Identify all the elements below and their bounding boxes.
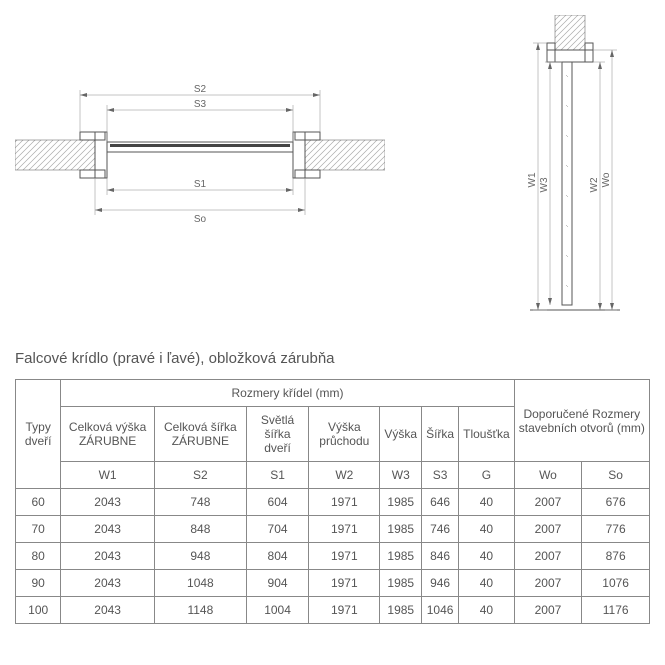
dim-w3: W3 xyxy=(539,177,550,192)
header-group-right: Doporučené Rozmery stavebních otvorů (mm… xyxy=(514,380,649,462)
table-cell: 2043 xyxy=(61,570,155,597)
table-row: 70204384870419711985746402007776 xyxy=(16,516,650,543)
dim-w1: W1 xyxy=(527,172,538,187)
table-cell: 1176 xyxy=(582,597,650,624)
table-cell: 1148 xyxy=(154,597,246,624)
table-cell: 40 xyxy=(459,543,515,570)
table-cell: 40 xyxy=(459,597,515,624)
table-cell: 80 xyxy=(16,543,61,570)
col-code: Wo xyxy=(514,462,582,489)
table-cell: 1004 xyxy=(246,597,308,624)
table-cell: 70 xyxy=(16,516,61,543)
table-cell: 1985 xyxy=(380,489,422,516)
table-cell: 948 xyxy=(154,543,246,570)
table-cell: 946 xyxy=(422,570,459,597)
dim-s3: S3 xyxy=(194,99,207,110)
dim-s2: S2 xyxy=(194,84,207,95)
table-cell: 1971 xyxy=(309,597,380,624)
table-cell: 2043 xyxy=(61,543,155,570)
table-cell: 848 xyxy=(154,516,246,543)
col-header: Šířka xyxy=(422,407,459,462)
table-cell: 1971 xyxy=(309,543,380,570)
col-type: Typy dveří xyxy=(16,380,61,489)
table-cell: 2007 xyxy=(514,516,582,543)
table-cell: 2007 xyxy=(514,570,582,597)
table-row: 80204394880419711985846402007876 xyxy=(16,543,650,570)
table-cell: 646 xyxy=(422,489,459,516)
table-cell: 1985 xyxy=(380,516,422,543)
table-cell: 1985 xyxy=(380,543,422,570)
table-cell: 1985 xyxy=(380,570,422,597)
col-header: Světlá šířka dveří xyxy=(246,407,308,462)
table-cell: 1048 xyxy=(154,570,246,597)
col-header: Celková šířka ZÁRUBNE xyxy=(154,407,246,462)
table-cell: 2043 xyxy=(61,489,155,516)
side-section-diagram: W1 W3 W2 Wo xyxy=(500,15,650,325)
table-row: 1002043114810041971198510464020071176 xyxy=(16,597,650,624)
table-cell: 604 xyxy=(246,489,308,516)
dimensions-table: Typy dveří Rozmery křídel (mm) Doporučen… xyxy=(15,379,650,624)
col-header: Celková výška ZÁRUBNE xyxy=(61,407,155,462)
dim-s1: S1 xyxy=(194,179,207,190)
col-code: So xyxy=(582,462,650,489)
table-cell: 676 xyxy=(582,489,650,516)
table-cell: 904 xyxy=(246,570,308,597)
col-header: Tloušťka xyxy=(459,407,515,462)
table-cell: 2007 xyxy=(514,597,582,624)
col-code: W2 xyxy=(309,462,380,489)
table-cell: 776 xyxy=(582,516,650,543)
table-cell: 746 xyxy=(422,516,459,543)
table-cell: 40 xyxy=(459,489,515,516)
table-cell: 876 xyxy=(582,543,650,570)
dim-wo: Wo xyxy=(601,172,612,187)
table-cell: 2043 xyxy=(61,516,155,543)
col-code: S1 xyxy=(246,462,308,489)
dim-so: So xyxy=(194,214,207,225)
table-cell: 1971 xyxy=(309,516,380,543)
col-header: Výška xyxy=(380,407,422,462)
col-code: W3 xyxy=(380,462,422,489)
table-cell: 2007 xyxy=(514,489,582,516)
dim-w2: W2 xyxy=(589,177,600,192)
col-header: Výška průchodu xyxy=(309,407,380,462)
top-section-diagram: S2 S3 S1 So xyxy=(15,70,440,230)
page-title: Falcové krídlo (pravé i ľavé), obložková… xyxy=(15,350,650,367)
col-code: S3 xyxy=(422,462,459,489)
header-group-left: Rozmery křídel (mm) xyxy=(61,380,514,407)
table-cell: 2007 xyxy=(514,543,582,570)
col-code: G xyxy=(459,462,515,489)
table-cell: 704 xyxy=(246,516,308,543)
table-cell: 1076 xyxy=(582,570,650,597)
table-cell: 2043 xyxy=(61,597,155,624)
table-cell: 60 xyxy=(16,489,61,516)
table-cell: 90 xyxy=(16,570,61,597)
table-cell: 846 xyxy=(422,543,459,570)
table-row: 9020431048904197119859464020071076 xyxy=(16,570,650,597)
table-cell: 1971 xyxy=(309,570,380,597)
col-code: W1 xyxy=(61,462,155,489)
table-cell: 40 xyxy=(459,570,515,597)
table-cell: 1985 xyxy=(380,597,422,624)
table-cell: 1971 xyxy=(309,489,380,516)
table-cell: 100 xyxy=(16,597,61,624)
table-cell: 1046 xyxy=(422,597,459,624)
table-cell: 804 xyxy=(246,543,308,570)
table-row: 60204374860419711985646402007676 xyxy=(16,489,650,516)
table-cell: 40 xyxy=(459,516,515,543)
table-cell: 748 xyxy=(154,489,246,516)
col-code: S2 xyxy=(154,462,246,489)
